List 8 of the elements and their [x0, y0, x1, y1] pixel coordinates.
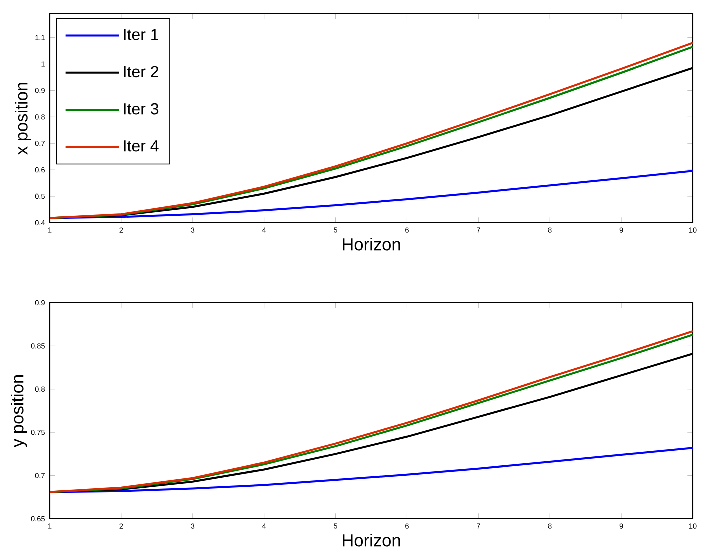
legend-label: Iter 4	[124, 140, 159, 152]
y-axis-title: y position	[11, 376, 28, 448]
x-axis-title: Horizon	[343, 534, 400, 547]
legend-label: Iter 2	[124, 66, 158, 78]
y-axis-title: x position	[15, 83, 32, 155]
x-axis-title: Horizon	[343, 238, 400, 251]
legend-label: Iter 1	[124, 29, 158, 40]
legend-label: Iter 3	[124, 103, 159, 115]
